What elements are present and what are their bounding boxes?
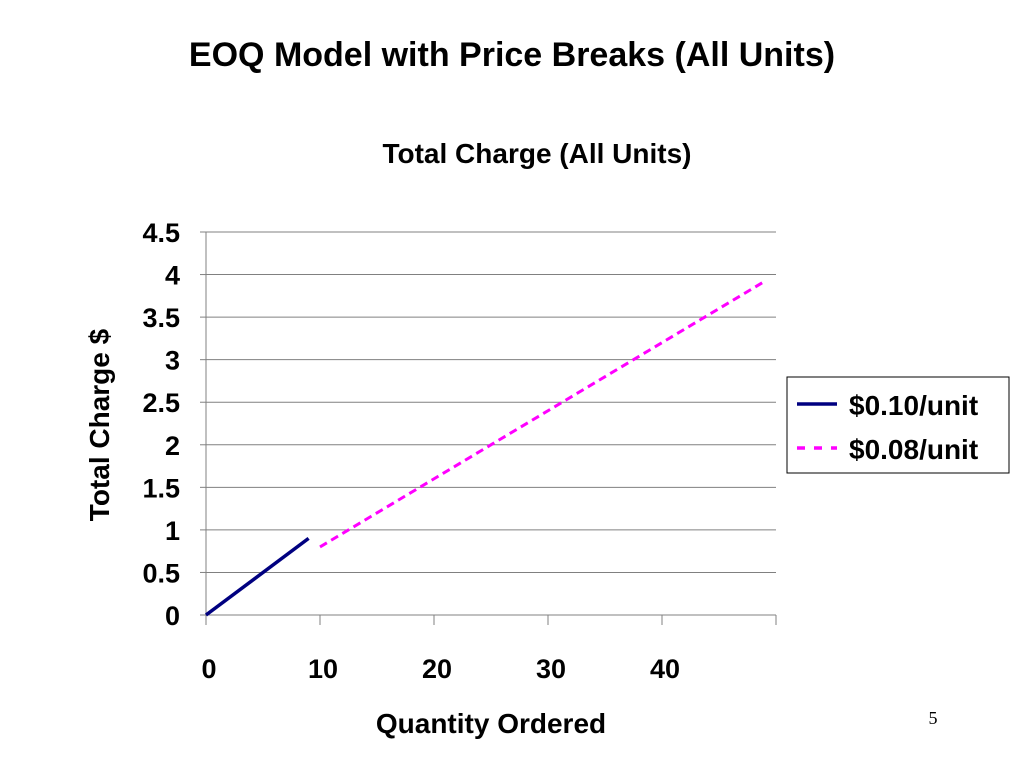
y-tick-label-6: 3 [165,346,180,376]
series [204,280,766,617]
series-line-1 [319,280,766,549]
x-tick-label-1: 10 [308,654,338,684]
axes [200,231,777,625]
y-tick-label-9: 4.5 [142,218,180,248]
legend-box [786,376,1010,474]
legend-label-0: $0.10/unit [849,390,978,421]
x-tick-label-4: 40 [650,654,680,684]
y-axis-label: Total Charge $ [84,328,115,521]
y-tick-label-2: 1 [165,516,180,546]
tick-labels: 0 0.5 1 1.5 2 2.5 3 3.5 4 4.5 0 10 20 30 40 [142,218,680,684]
x-tick-label-0: 0 [201,654,216,684]
x-tick-label-3: 30 [536,654,566,684]
legend-label-1: $0.08/unit [849,434,978,465]
page-number: 5 [928,708,938,728]
legend: $0.10/unit $0.08/unit [786,376,1010,474]
y-tick-label-3: 1.5 [142,473,180,503]
y-tick-label-8: 4 [165,261,180,291]
y-tick-label-5: 2.5 [142,388,180,418]
y-tick-label-7: 3.5 [142,303,180,333]
series-line-0 [204,536,310,617]
x-tick-label-2: 20 [422,654,452,684]
y-tick-label-0: 0 [165,601,180,631]
slide-title: EOQ Model with Price Breaks (All Units) [188,36,836,74]
y-tick-label-1: 0.5 [142,558,180,588]
x-axis-label: Quantity Ordered [376,708,606,739]
gridlines [206,231,776,616]
chart-title: Total Charge (All Units) [382,138,691,169]
y-tick-label-4: 2 [165,431,180,461]
